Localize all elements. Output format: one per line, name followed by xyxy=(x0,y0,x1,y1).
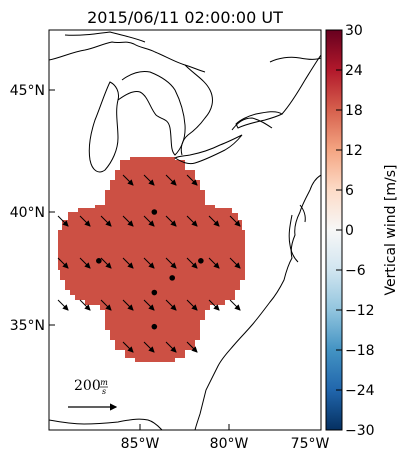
wind-arrow xyxy=(165,215,177,227)
wind-arrow xyxy=(57,257,69,269)
wind-arrow xyxy=(229,257,241,269)
colorbar-label: Vertical wind [m/s] xyxy=(383,165,399,296)
wind-arrow xyxy=(208,257,220,269)
wind-arrow xyxy=(122,341,134,353)
lake-superior-north-shore xyxy=(64,31,146,43)
wind-arrow xyxy=(186,341,198,353)
axis-ticks xyxy=(49,89,322,430)
wind-arrow xyxy=(100,257,112,269)
colorbar-tick-label: 30 xyxy=(345,23,363,39)
wind-arrow xyxy=(122,215,134,227)
atlantic-coast xyxy=(194,174,321,430)
map-frame xyxy=(48,29,322,431)
wind-arrow xyxy=(208,299,220,311)
wind-arrow xyxy=(186,257,198,269)
bay-shore xyxy=(231,117,273,131)
wind-arrow xyxy=(57,299,69,311)
colorbar-ticks: 30 24 18 12 6 0 −6 −12 −18 −24 −30 xyxy=(336,23,375,439)
colorbar-tick-label: 24 xyxy=(345,63,363,79)
wind-arrow xyxy=(208,215,220,227)
wind-arrow xyxy=(100,215,112,227)
station-markers xyxy=(96,209,204,330)
colorbar-tick-label: −24 xyxy=(345,383,375,399)
wind-arrow xyxy=(229,215,241,227)
northeast-coast xyxy=(269,56,321,63)
colorbar-tick-label: 0 xyxy=(345,223,354,239)
wind-arrow xyxy=(143,341,155,353)
lake-erie-outline xyxy=(174,134,243,165)
wind-arrow xyxy=(122,174,134,186)
wind-arrow xyxy=(165,174,177,186)
colorbar-tick-label: −12 xyxy=(345,303,375,319)
wind-arrow xyxy=(186,299,198,311)
wind-arrow xyxy=(79,215,91,227)
wind-arrow xyxy=(165,341,177,353)
colorbar-tick-label: −30 xyxy=(345,423,375,439)
colorbar-tick-label: −6 xyxy=(345,263,366,279)
chesapeake-bay xyxy=(288,214,299,263)
station-marker xyxy=(151,289,158,296)
lon-label-85w: 85°W xyxy=(121,436,160,452)
wind-arrow xyxy=(122,299,134,311)
wind-arrow xyxy=(57,215,69,227)
wind-arrow xyxy=(143,215,155,227)
station-marker xyxy=(169,275,176,281)
lon-label-80w: 80°W xyxy=(210,436,249,452)
lake-ontario-outline xyxy=(235,111,283,129)
lat-label-35n: 35°N xyxy=(10,318,45,334)
scale-bar-value: 200 xyxy=(74,378,101,394)
wind-arrow xyxy=(165,299,177,311)
wind-arrow xyxy=(143,299,155,311)
wind-field-region xyxy=(58,157,245,362)
scale-bar: 200 m s xyxy=(68,378,118,411)
wind-arrows xyxy=(57,174,241,353)
wind-arrow xyxy=(122,257,134,269)
wind-arrow xyxy=(229,299,241,311)
lat-label-40n: 40°N xyxy=(10,205,45,221)
station-marker xyxy=(198,258,204,264)
lat-label-45n: 45°N xyxy=(10,83,45,99)
colorbar-tick-label: 6 xyxy=(345,183,354,199)
map-title: 2015/06/11 02:00:00 UT xyxy=(87,8,283,27)
gulf-coast xyxy=(49,418,163,430)
scale-bar-unit-denominator: s xyxy=(102,387,106,396)
colorbar-tick-label: 12 xyxy=(345,143,363,159)
lake-huron-outline xyxy=(117,71,186,156)
station-marker xyxy=(151,323,158,330)
colorbar-tick-label: −18 xyxy=(345,343,375,359)
wind-arrow xyxy=(100,299,112,311)
lon-label-75w: 75°W xyxy=(291,436,330,452)
wind-arrow xyxy=(143,174,155,186)
wind-arrow xyxy=(165,257,177,269)
georgian-bay-shore xyxy=(180,64,213,156)
colorbar-tick-label: 18 xyxy=(345,103,363,119)
wind-arrow xyxy=(79,257,91,269)
station-marker xyxy=(96,258,102,264)
wind-arrow xyxy=(186,174,198,186)
delaware-bay xyxy=(299,204,306,223)
wind-arrow xyxy=(143,257,155,269)
scale-bar-unit-numerator: m xyxy=(100,378,108,387)
st-lawrence-shore xyxy=(281,54,321,115)
station-marker xyxy=(151,209,158,215)
wind-arrow xyxy=(79,299,91,311)
coastlines xyxy=(49,31,321,430)
wind-arrow xyxy=(186,215,198,227)
